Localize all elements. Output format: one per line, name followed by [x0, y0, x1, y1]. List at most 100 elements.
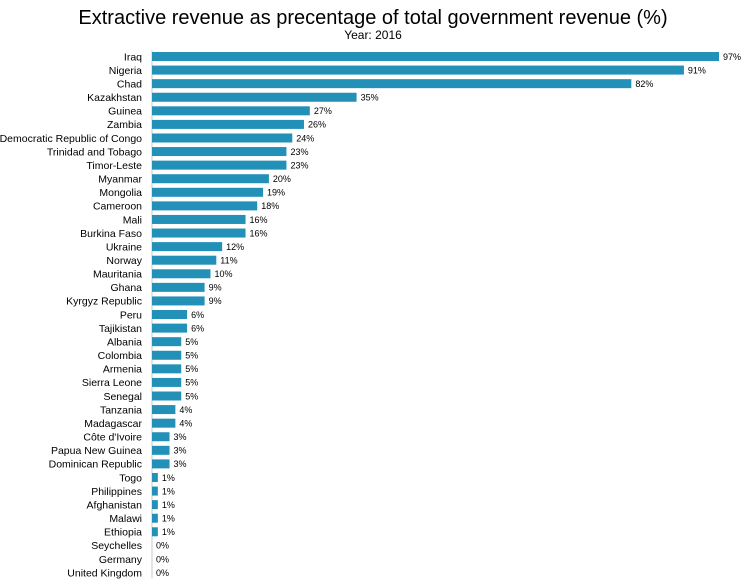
category-label: Afghanistan [87, 499, 143, 511]
value-label: 16% [250, 215, 268, 225]
chart-subtitle: Year: 2016 [344, 28, 402, 42]
value-label: 0% [156, 541, 169, 551]
category-label: Myanmar [98, 174, 142, 186]
category-label: Tajikistan [99, 323, 142, 335]
value-label: 23% [290, 160, 308, 170]
category-label: Nigeria [109, 65, 142, 77]
category-label: Peru [120, 309, 142, 321]
category-label: Seychelles [91, 540, 142, 552]
category-label: Madagascar [84, 418, 142, 430]
category-label: Mauritania [93, 269, 142, 281]
category-label: Ukraine [106, 241, 142, 253]
category-label: Timor-Leste [86, 160, 142, 172]
value-label: 1% [162, 500, 175, 510]
bar [152, 323, 188, 333]
category-label: Togo [119, 472, 142, 484]
value-label: 0% [156, 568, 169, 578]
category-label: Côte d'Ivoire [83, 432, 142, 444]
value-label: 24% [296, 133, 314, 143]
category-label: Colombia [98, 350, 143, 362]
bar [152, 160, 287, 170]
bar [152, 296, 205, 306]
value-label: 6% [191, 323, 204, 333]
value-label: 5% [185, 364, 198, 374]
value-label: 23% [290, 147, 308, 157]
bar [152, 269, 211, 279]
value-label: 10% [214, 269, 232, 279]
bar [152, 527, 158, 537]
bar [152, 310, 188, 320]
value-label: 4% [179, 405, 192, 415]
category-label: Albania [107, 336, 142, 348]
category-label: Ethiopia [104, 527, 142, 539]
value-label: 19% [267, 188, 285, 198]
value-label: 82% [635, 79, 653, 89]
category-label: Kyrgyz Republic [66, 296, 142, 308]
category-label: Ghana [110, 282, 142, 294]
value-label: 5% [185, 378, 198, 388]
value-label: 97% [723, 52, 741, 62]
value-label: 4% [179, 418, 192, 428]
bar [152, 472, 158, 482]
category-label: Burkina Faso [80, 228, 142, 240]
category-label: Trinidad and Tobago [47, 146, 142, 158]
bar [152, 147, 287, 157]
value-label: 27% [314, 106, 332, 116]
value-label: 5% [185, 351, 198, 361]
bar [152, 459, 170, 469]
value-label: 1% [162, 473, 175, 483]
bar [152, 282, 205, 292]
bar [152, 432, 170, 442]
category-label: Guinea [108, 106, 142, 118]
category-label: Germany [99, 554, 143, 566]
value-label: 6% [191, 310, 204, 320]
bar [152, 228, 246, 238]
category-label: Norway [106, 255, 142, 267]
bar [152, 174, 269, 184]
value-label: 11% [220, 256, 237, 266]
category-label: Democratic Republic of Congo [0, 133, 142, 145]
value-label: 1% [162, 486, 175, 496]
value-label: 1% [162, 527, 175, 537]
bar [152, 65, 684, 75]
bar [152, 52, 719, 61]
bar [152, 486, 158, 496]
category-label: Zambia [107, 119, 142, 131]
bar [152, 92, 357, 102]
value-label: 1% [162, 514, 175, 524]
bar [152, 119, 304, 129]
category-label: Chad [117, 78, 142, 90]
category-label: Sierra Leone [82, 377, 142, 389]
category-label: Tanzania [100, 404, 142, 416]
value-label: 12% [226, 242, 244, 252]
bar [152, 242, 223, 252]
bar [152, 133, 293, 143]
bar [152, 187, 264, 197]
value-label: 3% [174, 459, 187, 469]
category-label: Mongolia [99, 187, 142, 199]
bar [152, 364, 182, 374]
bar [152, 500, 158, 510]
bar [152, 377, 182, 387]
category-label: Dominican Republic [49, 459, 142, 471]
value-label: 9% [209, 283, 222, 293]
bar [152, 418, 176, 428]
category-label: United Kingdom [67, 567, 142, 579]
value-label: 9% [209, 296, 222, 306]
category-label: Philippines [91, 486, 142, 498]
bar [152, 405, 176, 415]
category-label: Mali [123, 214, 142, 226]
bar [152, 201, 258, 211]
bar [152, 106, 310, 116]
bar [152, 337, 182, 347]
bar [152, 350, 182, 360]
category-label: Armenia [103, 364, 142, 376]
value-label: 16% [250, 228, 268, 238]
bar [152, 214, 246, 224]
category-label: Papua New Guinea [51, 445, 142, 457]
category-label: Iraq [124, 51, 142, 63]
value-label: 3% [174, 432, 187, 442]
bar [152, 513, 158, 523]
bar [152, 391, 182, 401]
